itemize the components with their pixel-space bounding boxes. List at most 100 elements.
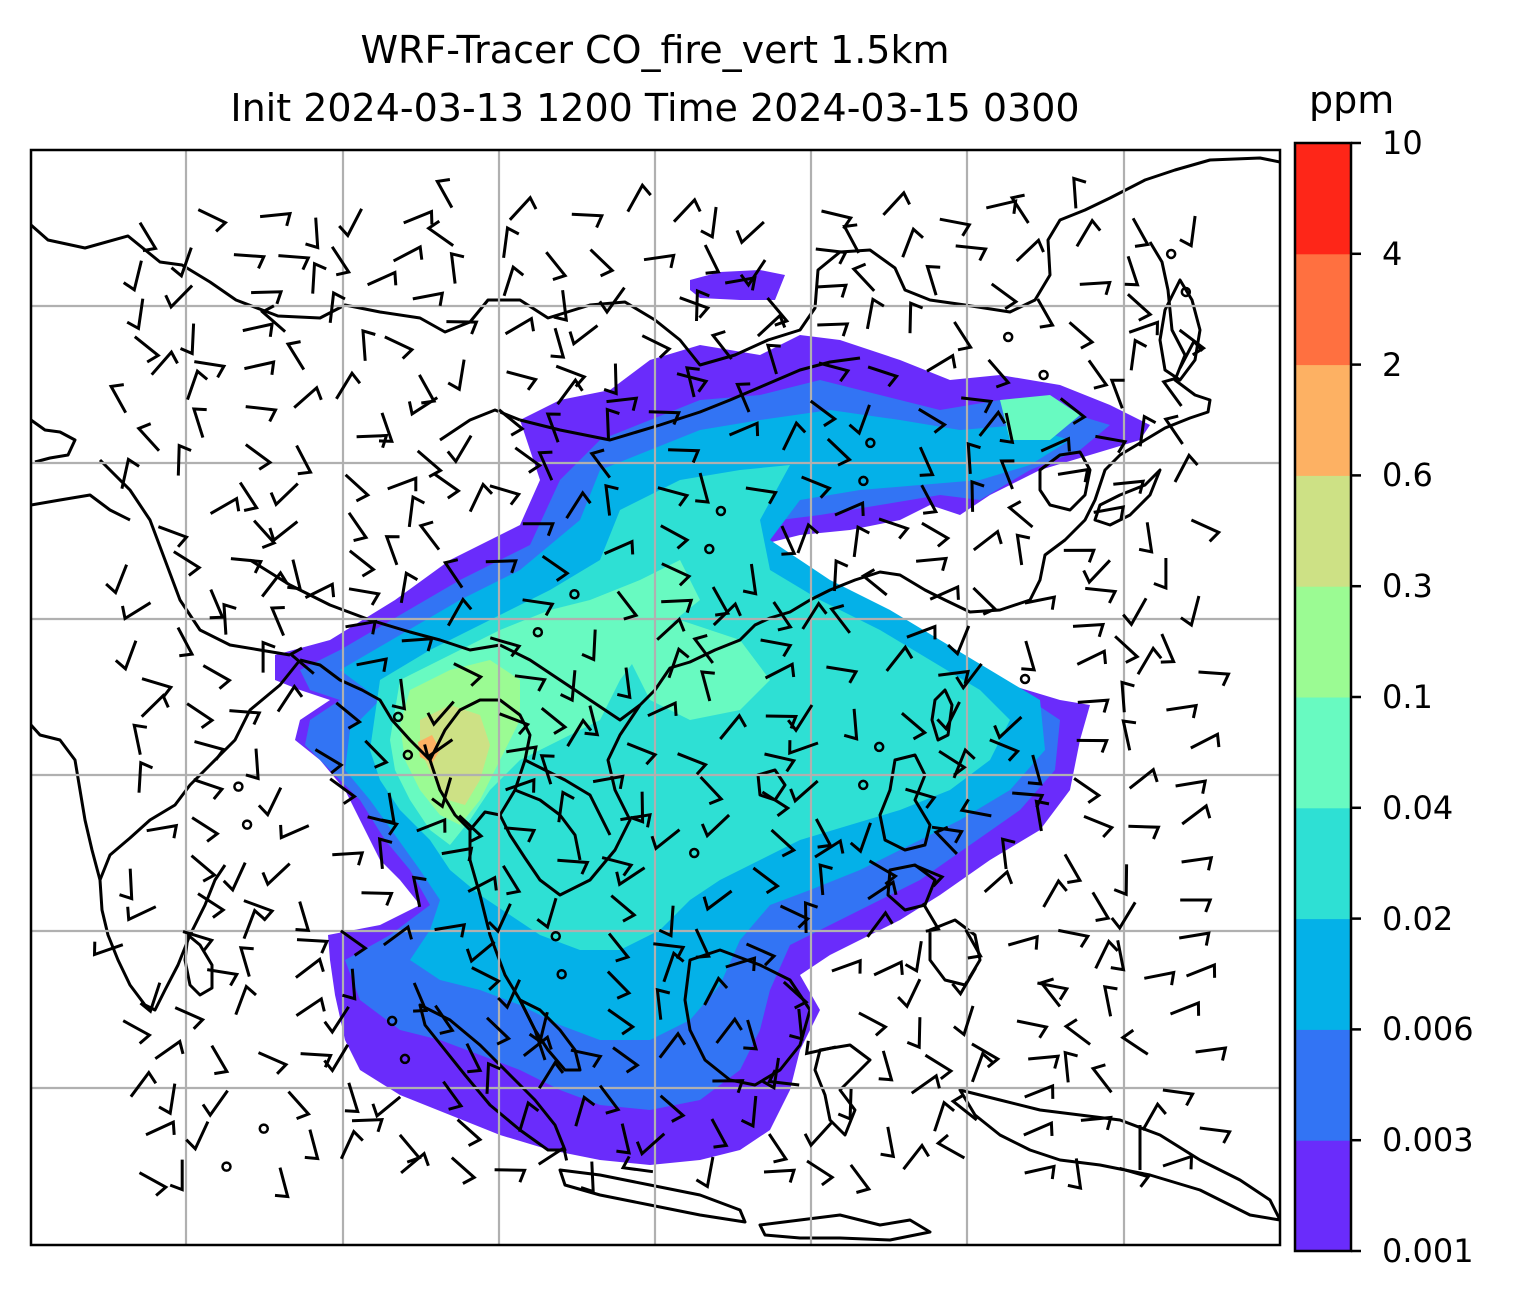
colorbar-segment-4 — [1295, 697, 1351, 809]
wind-barb — [442, 558, 464, 589]
wind-barb — [1109, 378, 1125, 409]
wind-barb — [826, 665, 859, 684]
wind-barb — [553, 290, 569, 322]
wind-barb — [514, 446, 543, 474]
wind-barb — [933, 825, 958, 855]
wind-barb — [186, 368, 209, 401]
wind-barb — [145, 1119, 176, 1137]
wind-barb — [364, 739, 389, 769]
wind-barb — [566, 717, 593, 747]
wind-barb — [465, 1042, 483, 1074]
wind-barb — [257, 1051, 289, 1075]
wind-barb — [119, 868, 134, 901]
wind-barb — [860, 568, 888, 597]
wind-barb — [1162, 1154, 1194, 1170]
wind-barb — [867, 879, 898, 901]
coastline-new-guinea — [958, 1088, 1280, 1222]
wind-barb — [1023, 1120, 1054, 1137]
wind-barb — [971, 1042, 1001, 1069]
calm-wind-marker — [569, 588, 580, 600]
wind-barb — [194, 740, 226, 761]
wind-barb — [592, 774, 625, 790]
coastline-lesser-sunda — [758, 1213, 932, 1242]
wind-barb — [735, 220, 765, 245]
wind-barb — [660, 524, 690, 550]
wind-barb — [238, 481, 260, 512]
wind-barb — [541, 554, 570, 582]
wind-barb — [539, 754, 555, 785]
wind-barb — [951, 967, 977, 997]
coastline-china-south — [638, 598, 811, 707]
wind-barb — [1072, 176, 1087, 209]
wind-barb — [926, 353, 957, 373]
wind-barb — [423, 738, 454, 760]
wind-barb — [391, 678, 407, 711]
wind-barb — [970, 479, 985, 512]
wind-barb — [537, 1145, 569, 1166]
wind-barb — [983, 869, 1014, 894]
wind-barb — [1195, 1046, 1228, 1061]
colorbar-tick-label-8: 2 — [1382, 345, 1403, 384]
wind-barb — [1122, 597, 1148, 628]
calm-wind-marker — [1019, 673, 1031, 685]
wind-barb — [867, 365, 900, 388]
wind-barb — [335, 370, 362, 400]
wind-barb — [502, 264, 525, 297]
wind-barb — [332, 851, 365, 866]
wind-barb — [815, 283, 848, 298]
colorbar-tick-label-1: 0.003 — [1382, 1121, 1474, 1160]
wind-barb — [323, 1044, 350, 1074]
wind-barb — [581, 629, 597, 662]
wind-barb — [764, 752, 797, 773]
wind-barb — [772, 601, 793, 632]
wind-barb — [411, 875, 427, 908]
wind-barb — [1082, 559, 1111, 585]
wind-barb — [950, 1093, 978, 1122]
wind-barb — [1138, 414, 1157, 447]
wind-barb — [1162, 1088, 1195, 1107]
wind-barb — [728, 421, 760, 437]
wind-barb — [1126, 293, 1153, 322]
wind-barb — [233, 253, 267, 270]
wind-barb — [122, 260, 143, 293]
wind-barb — [1178, 931, 1211, 946]
wind-barb — [366, 270, 398, 287]
wind-barb — [658, 905, 675, 938]
wind-barb — [274, 1167, 290, 1199]
wind-barb — [641, 334, 672, 359]
wind-barb — [952, 747, 976, 779]
wind-barb — [692, 633, 714, 664]
wind-barb — [453, 662, 484, 687]
wind-barb — [259, 211, 293, 227]
wind-barb — [1036, 298, 1055, 329]
calm-wind-marker — [233, 781, 244, 792]
wind-barb — [947, 625, 971, 657]
wind-barb — [695, 288, 710, 322]
wind-barb — [506, 370, 539, 391]
wind-barb — [158, 1083, 177, 1116]
wind-barb — [285, 340, 306, 371]
wind-barb — [849, 1164, 872, 1194]
wind-barb — [449, 251, 465, 284]
wind-barbs — [92, 176, 1232, 1199]
wind-barb — [261, 570, 289, 598]
wind-barb — [416, 449, 444, 479]
wind-barb — [441, 846, 474, 862]
wind-barb — [176, 626, 195, 658]
wind-barb — [610, 894, 637, 923]
wind-barb — [868, 859, 899, 886]
coastline-asia-north — [31, 156, 1280, 367]
wind-barb — [1006, 500, 1034, 529]
colorbar-tick-label-3: 0.02 — [1382, 899, 1454, 938]
wind-barb — [643, 253, 676, 269]
wind-barb — [647, 700, 678, 718]
wind-barb — [1178, 328, 1207, 357]
wind-barb — [1073, 777, 1102, 804]
wind-barb — [789, 779, 819, 804]
wind-barb — [201, 1089, 229, 1118]
wind-barb — [1114, 635, 1140, 664]
wind-barb — [818, 863, 833, 896]
colorbar-segment-3 — [1295, 807, 1351, 920]
wind-barb — [1131, 217, 1151, 248]
colorbar-segment-7 — [1295, 364, 1351, 476]
